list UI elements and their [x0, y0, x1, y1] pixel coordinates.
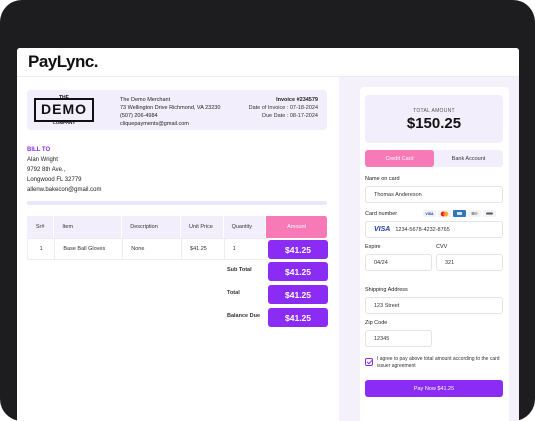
section-divider	[27, 201, 327, 205]
card-number-value: 1234-5678-4232-8765	[395, 226, 450, 233]
merchant-card: THE DEMO COMPANY The Demo Merchant 73 We…	[27, 90, 327, 130]
cvv-label: CVV	[436, 244, 448, 250]
payment-method-tabs: Credit Card Bank Account	[365, 150, 503, 167]
col-header-unit-price: Unit Price	[181, 216, 224, 238]
visa-icon: VISA	[423, 210, 436, 217]
invoice-items-table: Sr# Item Description Unit Price Quantity…	[27, 216, 328, 260]
col-header-item: Item	[54, 216, 123, 238]
generic-card-icon	[468, 210, 481, 217]
invoice-number: Invoice #234579	[276, 97, 318, 103]
col-header-sr: Sr#	[27, 216, 55, 238]
total-label: Total	[227, 290, 240, 296]
invoice-due-date: Due Date : 08-17-2024	[262, 113, 318, 119]
cell-quantity: 1	[223, 238, 267, 260]
name-on-card-value: Thomas Andereson	[374, 191, 422, 198]
table-header-row: Sr# Item Description Unit Price Quantity…	[27, 216, 328, 238]
expire-value: 04/24	[374, 259, 388, 266]
cell-description: None	[122, 238, 182, 260]
zip-code-field[interactable]: 12345	[365, 330, 432, 347]
content-area: THE DEMO COMPANY The Demo Merchant 73 We…	[17, 77, 519, 421]
expire-label: Expire	[365, 244, 381, 250]
mastercard-icon	[438, 210, 451, 217]
cvv-field[interactable]: 321	[436, 254, 503, 271]
subtotal-amount: $41.25	[268, 262, 328, 281]
card-brand-visa-icon: VISA	[374, 226, 391, 233]
cvv-value: 321	[445, 259, 455, 266]
total-amount: $41.25	[268, 285, 328, 304]
table-row: 1 Base Ball Gloves None $41.25 1	[27, 238, 328, 260]
merchant-logo-the: THE	[59, 95, 69, 101]
bill-to-title: BILL TO	[27, 147, 51, 153]
merchant-logo: THE DEMO COMPANY	[34, 95, 94, 125]
zip-code-value: 12345	[374, 335, 390, 342]
top-bar: PayLync.	[17, 48, 519, 77]
invoice-meta: Invoice #234579 Date of Invoice : 07-18-…	[249, 96, 318, 120]
shipping-address-label: Shipping Address	[365, 287, 408, 293]
bill-to-city: Longwood FL 32779	[27, 177, 82, 183]
col-header-amount: Amount	[266, 216, 328, 238]
merchant-address: 73 Wellington Drive Richmond, VA 23230	[120, 105, 221, 111]
merchant-info: The Demo Merchant 73 Wellington Drive Ri…	[120, 96, 220, 128]
cell-sr: 1	[27, 238, 55, 260]
shipping-address-value: 123 Street	[374, 302, 400, 309]
app-window: PayLync. THE DEMO COMPANY The Demo Merch…	[17, 48, 519, 421]
expire-field[interactable]: 04/24	[365, 254, 432, 271]
total-amount-box: TOTAL AMOUNT $150.25	[365, 95, 503, 143]
cell-item: Base Ball Gloves	[54, 238, 123, 260]
cell-unit-price: $41.25	[181, 238, 224, 260]
name-on-card-label: Name on card	[365, 176, 400, 182]
merchant-logo-company: COMPANY	[52, 120, 76, 125]
agree-text: I agree to pay above total amount accord…	[377, 356, 500, 369]
amex-icon	[453, 210, 466, 217]
card-number-label: Card number	[365, 211, 398, 217]
col-header-quantity: Quantity	[223, 216, 267, 238]
bill-to-name: Alan Wright	[27, 157, 58, 163]
merchant-name: The Demo Merchant	[120, 97, 171, 103]
tab-bank-account[interactable]: Bank Account	[451, 155, 486, 162]
pay-now-button[interactable]: Pay Now $41.25	[365, 380, 503, 397]
card-number-field[interactable]: VISA 1234-5678-4232-8765	[365, 221, 503, 238]
shipping-address-field[interactable]: 123 Street	[365, 297, 503, 314]
payment-panel: TOTAL AMOUNT $150.25 Credit Card Bank Ac…	[360, 87, 509, 421]
name-on-card-field[interactable]: Thomas Andereson	[365, 186, 503, 203]
merchant-phone: (507) 206-4984	[120, 113, 158, 119]
bill-to-street: 9792 8th Ave.,	[27, 167, 66, 173]
balance-due-label: Balance Due	[227, 313, 261, 319]
merchant-email: cliquepayments@gmail.com	[120, 121, 189, 127]
invoice-panel: THE DEMO COMPANY The Demo Merchant 73 We…	[17, 77, 339, 421]
tab-credit-card[interactable]: Credit Card	[365, 150, 434, 167]
col-header-description: Description	[122, 216, 182, 238]
merchant-logo-word: DEMO	[41, 101, 87, 117]
invoice-date: Date of Invoice : 07-18-2024	[248, 105, 318, 111]
bill-to-email: allenw.bakecon@gmail.com	[27, 187, 102, 193]
agree-checkbox[interactable]	[365, 358, 373, 366]
row-amount: $41.25	[268, 240, 328, 259]
total-amount-value: $150.25	[406, 115, 462, 132]
accepted-cards: VISA	[423, 210, 496, 217]
bill-to: BILL TO Alan Wright 9792 8th Ave., Longw…	[27, 145, 101, 195]
app-logo: PayLync.	[28, 52, 99, 71]
discover-icon	[483, 210, 496, 217]
zip-code-label: Zip Code	[365, 320, 388, 326]
total-amount-label: TOTAL AMOUNT	[413, 108, 455, 114]
subtotal-label: Sub Total	[227, 267, 252, 273]
balance-due-amount: $41.25	[268, 308, 328, 327]
